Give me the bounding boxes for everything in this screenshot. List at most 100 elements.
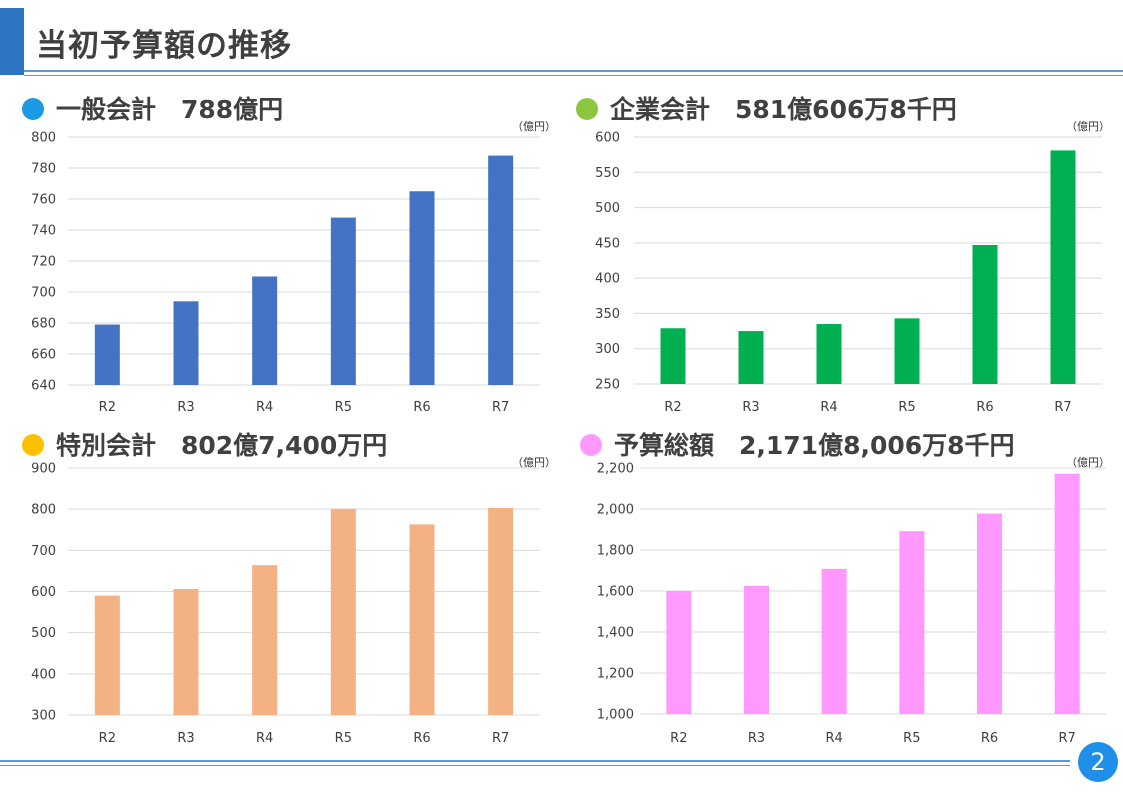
bar-r4 — [252, 565, 278, 715]
y-tick-label: 1,600 — [597, 585, 634, 600]
x-tick-label: R2 — [664, 400, 681, 415]
bar-r5 — [330, 217, 356, 385]
panel-heading-special: 特別会計 802億7,400万円 — [22, 426, 387, 462]
panel-heading-text: 企業会計 581億606万8千円 — [610, 95, 957, 124]
y-tick-label: 1,200 — [597, 667, 634, 682]
x-tick-label: R3 — [742, 400, 759, 415]
enterprise-chart-group: 250 300 350 400 450 500 550 600 R2 R3 R4 R5 R6 R7 — [595, 131, 1102, 415]
bar-r3 — [173, 589, 199, 715]
panel-heading-text: 一般会計 788億円 — [56, 95, 284, 124]
y-tick-label: 640 — [31, 379, 56, 394]
y-tick-label: 300 — [595, 342, 620, 357]
y-tick-label: 400 — [31, 667, 56, 682]
x-tick-label: R6 — [981, 731, 998, 746]
y-tick-label: 800 — [31, 503, 56, 518]
x-tick-label: R7 — [492, 400, 509, 415]
y-tick-label: 250 — [595, 378, 620, 393]
bar-r2 — [94, 324, 120, 385]
y-tick-label: 1,800 — [597, 544, 634, 559]
bar-r6 — [409, 524, 435, 715]
y-tick-label: 700 — [31, 286, 56, 301]
x-tick-label: R4 — [820, 400, 837, 415]
bar-r3 — [738, 331, 764, 384]
x-tick-label: R7 — [492, 731, 509, 746]
unit-label: （億円） — [1066, 456, 1110, 469]
header-divider — [24, 70, 1123, 72]
bullet-dot-icon — [22, 98, 44, 120]
x-tick-label: R5 — [335, 731, 352, 746]
bar-r3 — [744, 585, 769, 714]
bar-r7 — [488, 155, 514, 385]
bar-r4 — [821, 568, 847, 714]
y-tick-label: 500 — [31, 626, 56, 641]
bullet-dot-icon — [22, 434, 44, 456]
y-tick-label: 400 — [595, 272, 620, 287]
x-tick-label: R4 — [826, 731, 843, 746]
unit-label: （億円） — [512, 120, 556, 133]
y-tick-label: 350 — [595, 307, 620, 322]
x-tick-label: R5 — [335, 400, 352, 415]
y-tick-label: 2,200 — [597, 462, 634, 477]
y-tick-label: 1,400 — [597, 626, 634, 641]
bullet-dot-icon — [580, 434, 602, 456]
bar-r7 — [1054, 473, 1080, 714]
x-tick-label: R4 — [256, 731, 273, 746]
x-tick-label: R2 — [99, 400, 116, 415]
x-tick-label: R7 — [1059, 731, 1076, 746]
y-tick-label: 660 — [31, 348, 56, 363]
x-tick-label: R3 — [177, 731, 194, 746]
panel-heading-text: 予算総額 2,171億8,006万8千円 — [614, 431, 1015, 460]
bar-r5 — [330, 508, 356, 715]
x-tick-label: R6 — [976, 400, 993, 415]
y-tick-label: 1,000 — [597, 708, 634, 723]
bar-r2 — [666, 591, 692, 714]
x-tick-label: R2 — [670, 731, 687, 746]
y-tick-label: 600 — [31, 585, 56, 600]
x-tick-label: R6 — [413, 731, 430, 746]
bar-r4 — [252, 276, 278, 385]
panel-heading-text: 特別会計 802億7,400万円 — [56, 431, 388, 460]
bar-r4 — [816, 324, 842, 384]
y-tick-label: 680 — [31, 317, 56, 332]
y-tick-label: 600 — [595, 131, 620, 146]
panel-heading-enterprise: 企業会計 581億606万8千円 — [576, 90, 957, 126]
x-tick-label: R2 — [99, 731, 116, 746]
bar-r5 — [899, 531, 925, 714]
x-tick-label: R7 — [1054, 400, 1071, 415]
footer-divider — [0, 760, 1070, 762]
unit-label: （億円） — [512, 456, 556, 469]
header-divider-thin — [24, 75, 1123, 76]
y-tick-label: 550 — [595, 166, 620, 181]
x-tick-label: R6 — [413, 400, 430, 415]
bar-r5 — [894, 318, 920, 384]
x-tick-label: R4 — [256, 400, 273, 415]
panel-heading-total: 予算総額 2,171億8,006万8千円 — [580, 426, 1015, 462]
panel-heading-general: 一般会計 788億円 — [22, 90, 283, 126]
y-tick-label: 450 — [595, 236, 620, 251]
bar-r6 — [977, 513, 1002, 714]
y-tick-label: 500 — [595, 201, 620, 216]
general-chart-group: 640 660 680 700 720 740 760 780 800 R2 R3 R4 R5 R6 R7 — [31, 131, 540, 415]
unit-label: （億円） — [1066, 120, 1110, 133]
x-tick-label: R3 — [177, 400, 194, 415]
y-tick-label: 300 — [31, 709, 56, 724]
bar-r7 — [488, 507, 514, 715]
page-number-badge: 2 — [1078, 742, 1118, 782]
bar-r6 — [409, 191, 435, 385]
bar-r2 — [94, 595, 120, 715]
title-accent-bar — [0, 8, 24, 75]
y-tick-label: 740 — [31, 224, 56, 239]
page-title: 当初予算額の推移 — [36, 28, 292, 64]
bar-r2 — [660, 328, 686, 384]
bar-r6 — [972, 244, 998, 384]
special-chart-group: 300 400 500 600 700 800 900 R2 R3 R4 R5 R6 R7 — [31, 462, 540, 746]
x-tick-label: R3 — [748, 731, 765, 746]
y-tick-label: 760 — [31, 193, 56, 208]
y-tick-label: 800 — [31, 131, 56, 146]
y-tick-label: 700 — [31, 544, 56, 559]
y-tick-label: 900 — [31, 462, 56, 477]
footer-divider-thin — [0, 765, 1070, 766]
y-tick-label: 720 — [31, 255, 56, 270]
y-tick-label: 780 — [31, 162, 56, 177]
